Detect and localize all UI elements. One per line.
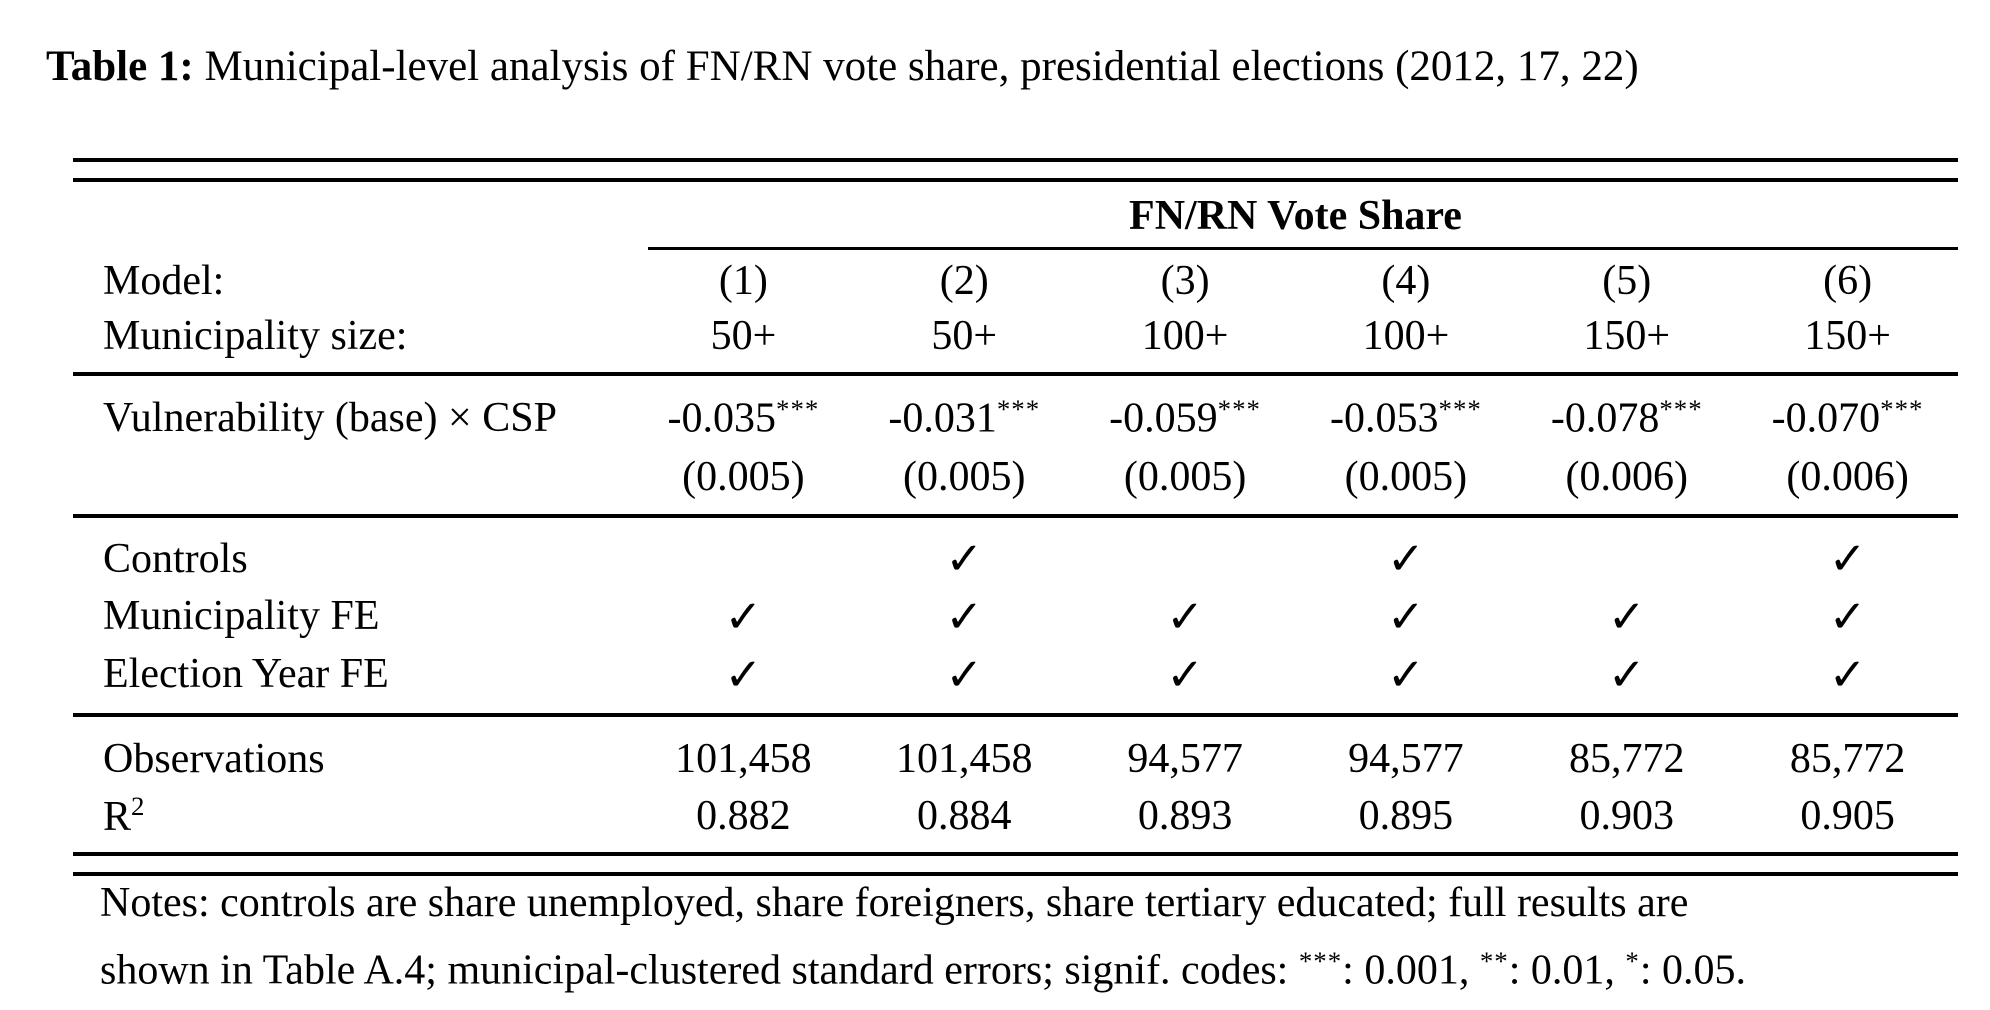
check-icon: ✓ — [1166, 591, 1204, 642]
observations-value: 85,772 — [1789, 735, 1906, 782]
municipality-fe-label: Municipality FE — [103, 593, 380, 639]
coefficient-value: -0.078*** — [1550, 393, 1703, 442]
observations-label: Observations — [103, 735, 325, 782]
controls-row: Controls ✓ ✓ ✓ — [73, 530, 1958, 587]
check-icon: ✓ — [945, 649, 984, 700]
table-number: Table 1: — [46, 43, 194, 90]
table-title: Table 1: Municipal-level analysis of FN/… — [46, 42, 1946, 91]
standard-error-value: (0.006) — [1565, 454, 1688, 500]
check-icon: ✓ — [945, 591, 984, 642]
significance-stars: *** — [1659, 393, 1703, 424]
signif-stars-1: * — [1625, 946, 1640, 976]
controls-label: Controls — [103, 535, 248, 582]
bottom-double-rule — [73, 852, 1958, 876]
significance-stars: *** — [996, 393, 1041, 424]
table-notes: Notes: controls are share unemployed, sh… — [100, 874, 1980, 999]
header-body-rule — [73, 372, 1958, 376]
observations-value: 85,772 — [1568, 735, 1685, 782]
standard-error-value: (0.005) — [682, 454, 805, 500]
municipality-size-row: Municipality size: 50+ 50+ 100+ 100+ 150… — [73, 308, 1958, 363]
municipality-size-value: 150+ — [1804, 312, 1891, 359]
check-icon: ✓ — [724, 649, 763, 700]
coefficient-value: -0.035*** — [667, 393, 820, 442]
municipality-size-value: 50+ — [931, 312, 998, 359]
municipality-size-value: 100+ — [1141, 312, 1229, 359]
check-icon: ✓ — [1166, 649, 1204, 700]
observations-value: 101,458 — [675, 735, 812, 782]
observations-value: 94,577 — [1127, 735, 1243, 782]
coefficient-label: Vulnerability (base) × CSP — [103, 395, 557, 441]
coefficient-row: Vulnerability (base) × CSP -0.035*** -0.… — [73, 388, 1958, 448]
municipality-size-value: 150+ — [1583, 312, 1671, 359]
model-number: (3) — [1160, 257, 1210, 304]
municipality-size-label: Municipality size: — [103, 312, 408, 359]
signif-stars-3: *** — [1298, 946, 1343, 976]
notes-text: shown in Table A.4; municipal-clustered … — [100, 947, 1299, 994]
check-icon: ✓ — [1828, 534, 1867, 584]
model-number: (5) — [1602, 257, 1652, 304]
observations-value: 101,458 — [895, 735, 1033, 782]
table-caption: Municipal-level analysis of FN/RN vote s… — [193, 43, 1639, 90]
standard-error-value: (0.005) — [1123, 454, 1247, 500]
r-squared-value: 0.893 — [1137, 792, 1233, 839]
coefficient-value: -0.053*** — [1330, 393, 1482, 442]
check-icon: ✓ — [1607, 649, 1646, 700]
r-squared-value: 0.895 — [1358, 792, 1454, 839]
standard-error-value: (0.005) — [1344, 454, 1468, 500]
notes-line-1: Notes: controls are share unemployed, sh… — [100, 880, 1689, 926]
check-icon: ✓ — [1387, 534, 1425, 584]
check-icon: ✓ — [724, 591, 763, 642]
municipality-size-value: 50+ — [710, 312, 777, 359]
municipality-size-value: 100+ — [1362, 312, 1450, 359]
signif-stars-2: ** — [1479, 946, 1509, 976]
coefficient-value: -0.059*** — [1109, 393, 1261, 442]
dependent-variable-label: FN/RN Vote Share — [1129, 193, 1462, 239]
regression-table: FN/RN Vote Share Model: (1) (2) (3) (4) … — [73, 158, 1958, 876]
top-double-rule — [73, 158, 1958, 182]
r-squared-row: R2 0.882 0.884 0.893 0.895 0.903 0.905 — [73, 787, 1958, 844]
coefficient-controls-rule — [73, 514, 1958, 518]
observations-row: Observations 101,458 101,458 94,577 94,5… — [73, 730, 1958, 787]
r-squared-exponent: 2 — [131, 790, 145, 821]
fe-stats-rule — [73, 713, 1958, 717]
check-icon: ✓ — [1387, 591, 1425, 642]
r-squared-value: 0.884 — [916, 792, 1012, 839]
notes-line-2: shown in Table A.4; municipal-clustered … — [100, 932, 1980, 999]
r-squared-value: 0.903 — [1579, 792, 1674, 839]
election-year-fe-label: Election Year FE — [103, 651, 389, 697]
notes-text: : 0.01, — [1508, 947, 1626, 994]
check-icon: ✓ — [1607, 591, 1646, 642]
check-icon: ✓ — [1828, 591, 1867, 642]
model-row-label: Model: — [103, 257, 225, 304]
significance-stars: *** — [1217, 393, 1261, 424]
coefficient-value: -0.070*** — [1771, 393, 1924, 442]
standard-error-row: (0.005) (0.005) (0.005) (0.005) (0.006) … — [73, 448, 1958, 506]
significance-stars: *** — [1880, 393, 1924, 424]
election-year-fe-row: Election Year FE ✓ ✓ ✓ ✓ ✓ ✓ — [73, 645, 1958, 703]
significance-stars: *** — [776, 393, 820, 424]
standard-error-value: (0.005) — [903, 454, 1026, 500]
r-squared-label: R2 — [103, 790, 145, 840]
notes-text: : 0.001, — [1342, 947, 1480, 994]
dependent-variable-header: FN/RN Vote Share — [633, 186, 1958, 246]
depvar-underline-rule — [648, 247, 1958, 250]
model-number: (1) — [718, 257, 768, 304]
standard-error-value: (0.006) — [1786, 454, 1909, 500]
model-number: (4) — [1381, 257, 1431, 304]
significance-stars: *** — [1438, 393, 1482, 424]
check-icon: ✓ — [945, 534, 984, 584]
model-row: Model: (1) (2) (3) (4) (5) (6) — [73, 253, 1958, 308]
model-number: (2) — [939, 257, 989, 304]
municipality-fe-row: Municipality FE ✓ ✓ ✓ ✓ ✓ ✓ — [73, 587, 1958, 645]
coefficient-value: -0.031*** — [888, 393, 1041, 442]
notes-text: : 0.05. — [1639, 947, 1746, 994]
observations-value: 94,577 — [1348, 735, 1464, 782]
r-squared-value: 0.905 — [1800, 792, 1895, 839]
check-icon: ✓ — [1387, 649, 1425, 700]
model-number: (6) — [1823, 257, 1873, 304]
check-icon: ✓ — [1828, 649, 1867, 700]
r-squared-value: 0.882 — [696, 792, 791, 839]
